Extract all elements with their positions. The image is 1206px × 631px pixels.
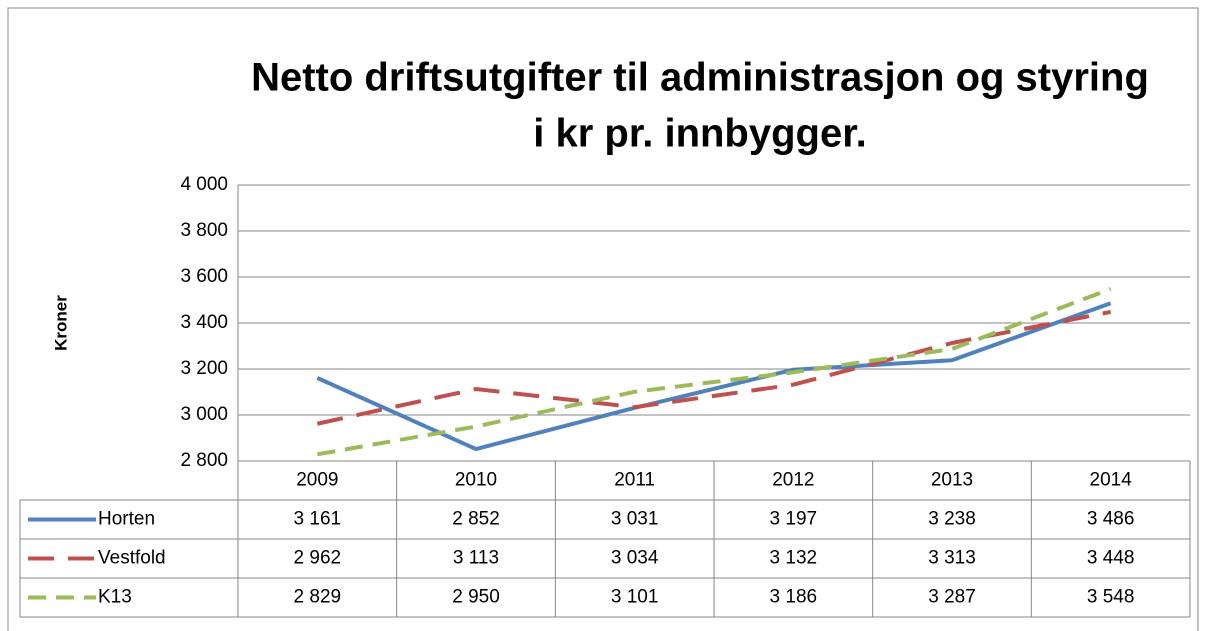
y-tick-label: 3 400 [180,312,228,333]
table-value: 2 829 [294,587,342,608]
table-value: 3 448 [1087,548,1135,569]
y-tick-label: 3 600 [180,266,228,287]
table-value: 2 950 [452,587,500,608]
table-value: 3 287 [928,587,976,608]
table-value: 2 962 [294,548,342,569]
chart-frame [7,7,1199,631]
table-value: 3 186 [770,587,818,608]
table-value: 3 101 [611,587,659,608]
table-value: 3 034 [611,548,659,569]
series-line [316,287,1112,457]
series-line [316,309,1112,426]
table-value: 3 031 [611,509,659,530]
legend-label: K13 [98,587,132,608]
x-tick-label: 2012 [772,470,814,491]
table-value: 2 852 [452,509,500,530]
table-value: 3 548 [1087,587,1135,608]
table-value: 3 313 [928,548,976,569]
y-tick-label: 4 000 [180,174,228,195]
table-value: 3 132 [770,548,818,569]
y-tick-label: 3 200 [180,358,228,379]
legend-label: Horten [98,509,155,530]
y-tick-label: 3 000 [180,404,228,425]
x-tick-label: 2011 [614,470,655,491]
chart-title: Netto driftsutgifter til administrasjon … [251,56,1149,100]
table-value: 3 197 [770,509,818,530]
y-tick-label: 2 800 [180,450,228,471]
table-value: 3 161 [294,509,342,530]
x-tick-label: 2014 [1090,470,1133,491]
x-tick-label: 2010 [455,470,497,491]
table-value: 3 238 [928,509,976,530]
table-value: 3 486 [1087,509,1135,530]
series-line [316,301,1112,452]
y-axis-label: Kroner [51,295,70,351]
y-tick-label: 3 800 [180,220,228,241]
x-tick-label: 2009 [296,470,338,491]
x-tick-label: 2013 [931,470,973,491]
chart-title: i kr pr. innbygger. [533,112,866,156]
table-value: 3 113 [453,548,499,569]
legend-label: Vestfold [98,548,166,569]
